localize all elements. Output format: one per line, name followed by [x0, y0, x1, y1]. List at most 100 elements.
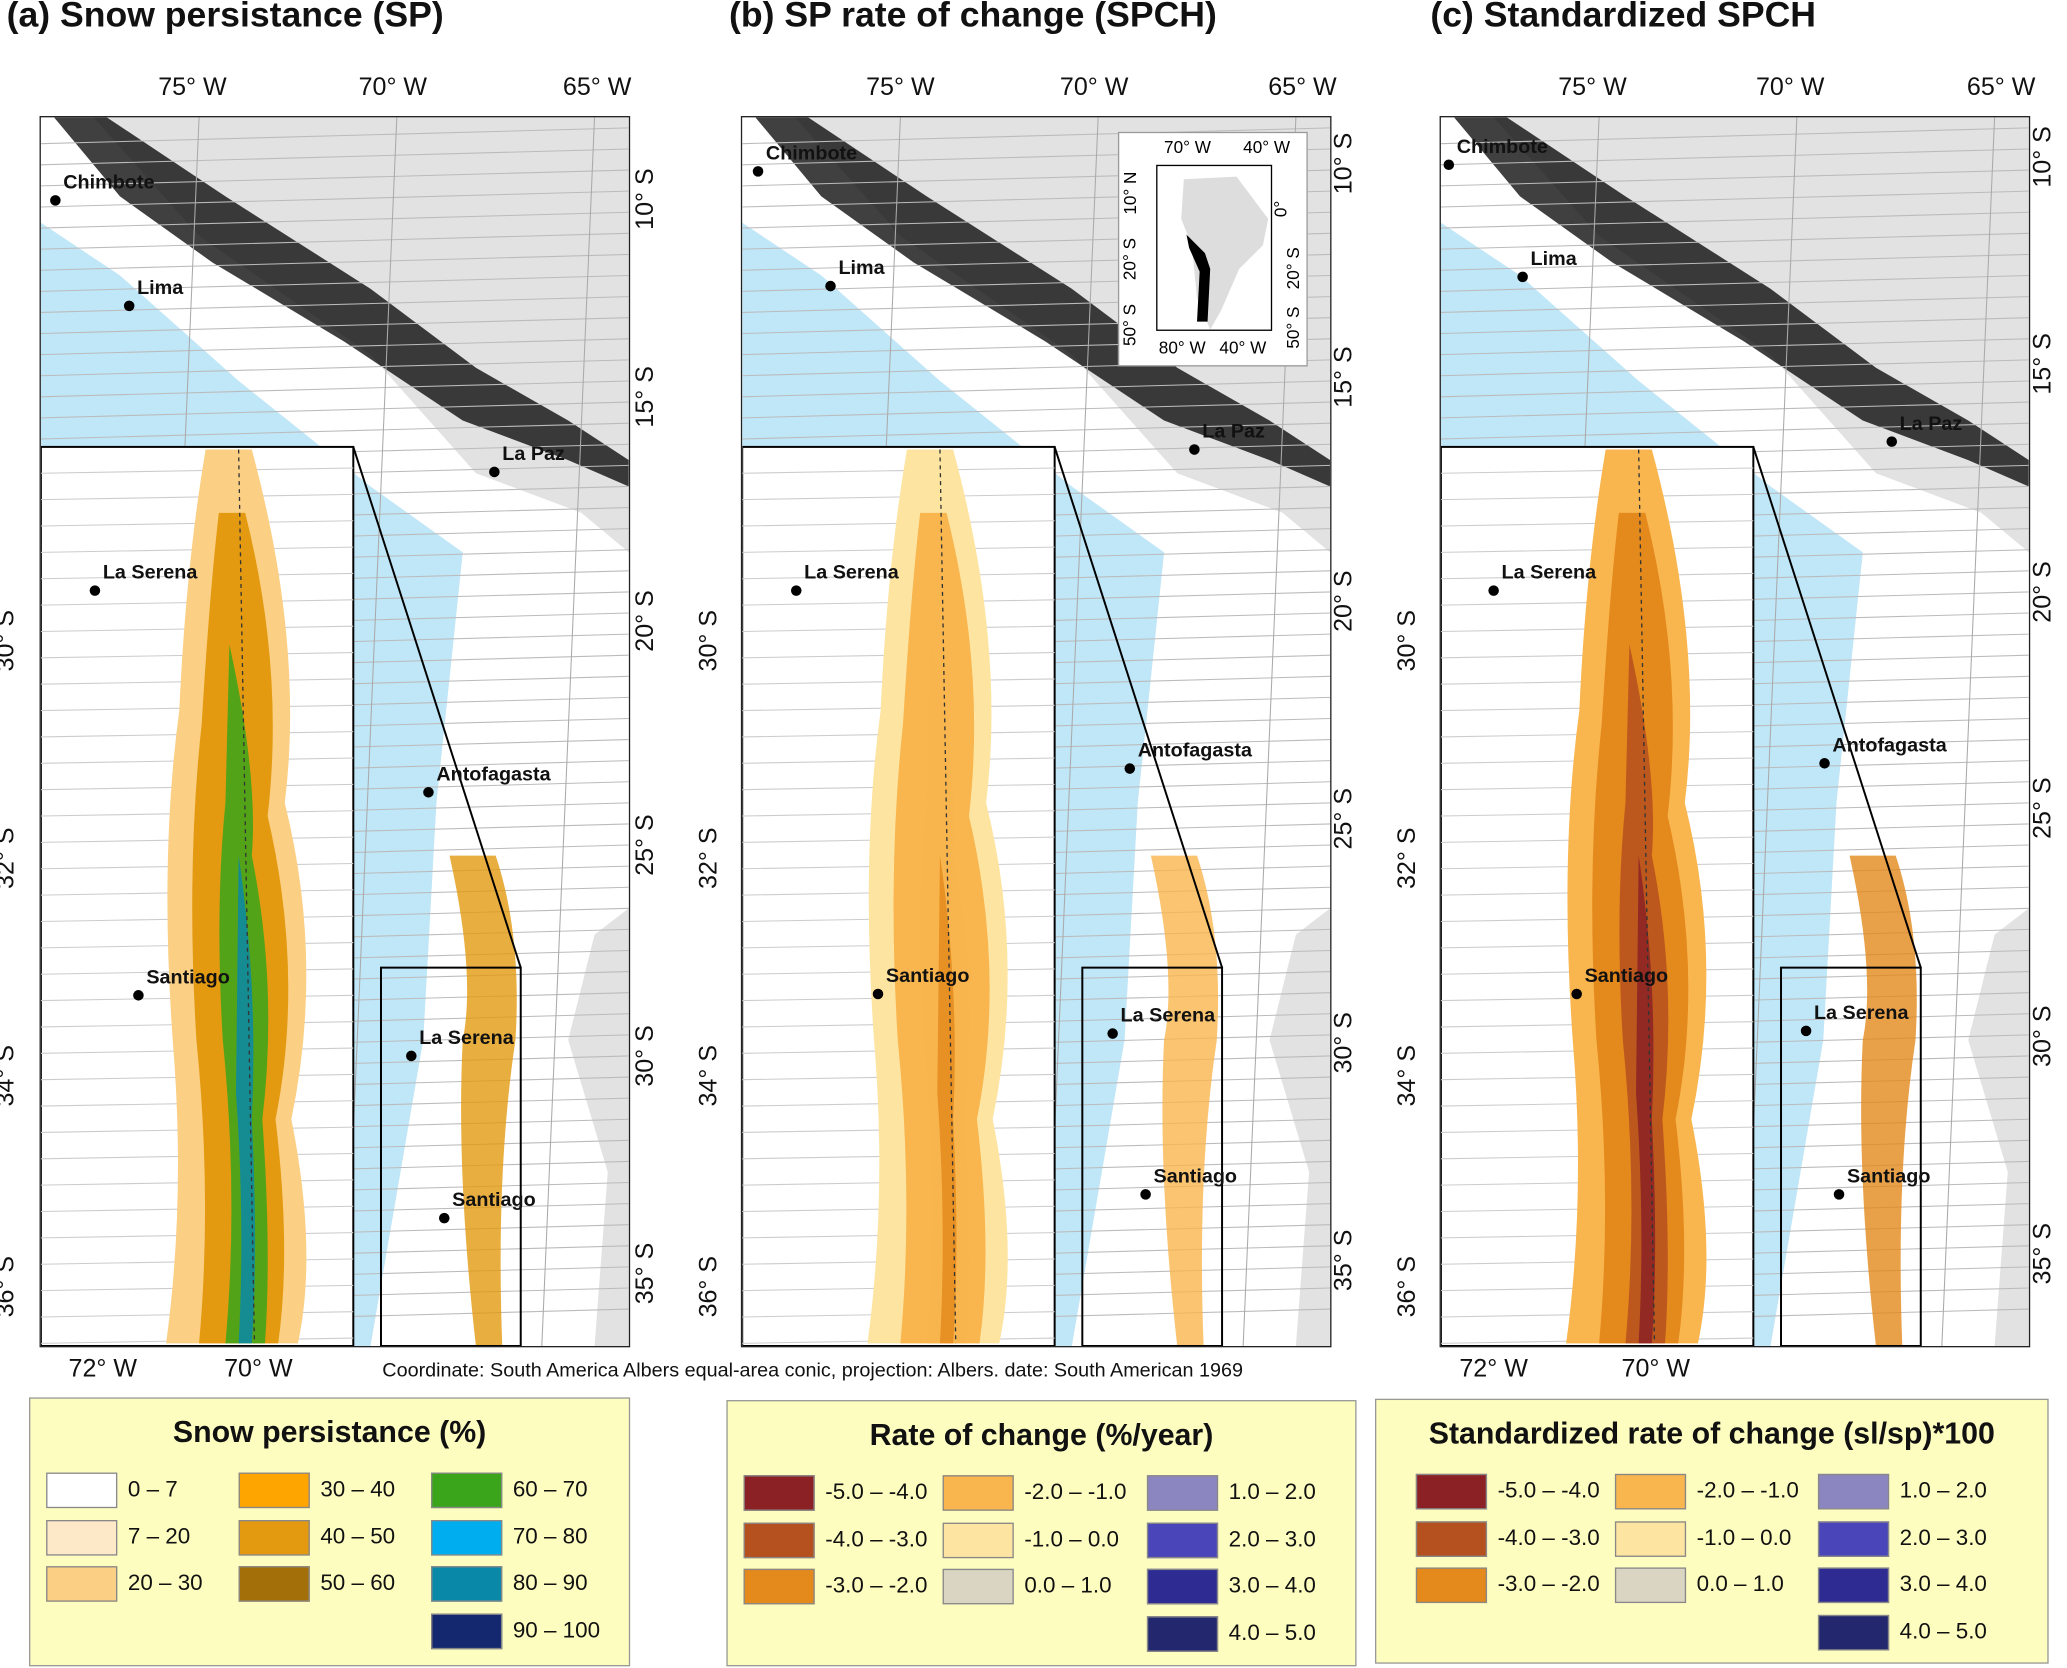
latitude-label: 25° S [2029, 777, 2058, 839]
legend-label: 2.0 – 3.0 [1228, 1525, 1316, 1551]
legend-swatch [431, 1519, 503, 1555]
city-marker [438, 1212, 450, 1224]
graticule-line [1440, 338, 2029, 356]
latitude-label: 10° S [631, 168, 660, 230]
longitude-label: 70° W [1059, 73, 1129, 102]
graticule-line [742, 422, 1331, 440]
graticule-line [1440, 211, 2029, 229]
legend-label: 2.0 – 3.0 [1899, 1524, 1987, 1550]
city-label: Santiago [1153, 1165, 1238, 1188]
city-label: Lima [137, 276, 184, 300]
inset-city-marker [1488, 585, 1499, 596]
graticule-line [40, 422, 629, 440]
city-marker [1443, 159, 1455, 171]
city-label: La Serena [1813, 1001, 1909, 1025]
map-frame [39, 116, 631, 1348]
legend-title: Rate of change (%/year) [869, 1417, 1214, 1452]
city-marker [752, 166, 764, 177]
legend-swatch [46, 1472, 118, 1509]
inset-longitude-label: 70° W [1621, 1355, 1690, 1383]
legend-swatch [1146, 1475, 1219, 1511]
latitude-label: 10° S [1330, 132, 1359, 195]
graticule-line [742, 127, 1331, 145]
meridian-line [541, 117, 596, 1346]
legend-label: 0.0 – 1.0 [1696, 1571, 1784, 1597]
legend-label: -4.0 – -3.0 [825, 1525, 928, 1551]
legend-swatch [743, 1475, 815, 1511]
legend-label: 80 – 90 [512, 1570, 588, 1596]
map-frame [1439, 116, 2031, 1348]
legend-swatch [1817, 1520, 1890, 1557]
legend-label: 90 – 100 [512, 1616, 601, 1642]
city-label: Santiago [1846, 1165, 1931, 1188]
legend-label: -4.0 – -3.0 [1497, 1524, 1600, 1550]
inset-latitude-label: 30° S [695, 609, 723, 672]
legend-swatch [743, 1521, 815, 1558]
longitude-label: 70° W [1755, 73, 1825, 102]
snow-band [1150, 855, 1219, 1346]
latitude-label: 15° S [2029, 333, 2058, 395]
legend-swatch [1614, 1473, 1687, 1510]
graticule-line [1440, 169, 2029, 187]
inset-city-label: La Serena [1501, 561, 1597, 585]
legend-swatch [1415, 1473, 1488, 1510]
south-america-outline [1181, 176, 1269, 330]
zoom-connector [1752, 446, 1922, 968]
legend-swatch [1614, 1567, 1687, 1604]
city-marker [1819, 758, 1830, 769]
graticule-line [40, 190, 629, 208]
legend-title: Standardized rate of change (sl/sp)*100 [1428, 1415, 1995, 1451]
longitude-label: 65° W [1966, 73, 2036, 102]
legend-swatch [942, 1475, 1014, 1511]
inset-city-label: Santiago [885, 964, 970, 988]
legend-swatch [1614, 1520, 1687, 1557]
legend-label: 70 – 80 [512, 1523, 588, 1549]
inset-city-label: La Serena [102, 561, 198, 585]
inset-latitude-label: 32° S [1393, 827, 1422, 889]
graticule-line [40, 232, 629, 250]
legend-swatch [942, 1568, 1014, 1605]
longitude-label: 75° W [1558, 73, 1627, 102]
legend-label: -1.0 – 0.0 [1696, 1524, 1792, 1550]
legend-label: -2.0 – -1.0 [1024, 1479, 1127, 1505]
city-marker [123, 300, 135, 312]
city-marker [423, 787, 434, 798]
graticule-line [1440, 274, 2029, 292]
longitude-label: 65° W [1268, 73, 1337, 102]
city-marker [1800, 1025, 1812, 1037]
latitude-label: 35° S [1330, 1229, 1359, 1292]
snow-band [1849, 855, 1917, 1346]
city-label: La Paz [1899, 412, 1963, 436]
locator-longitude-label: 80° W [1158, 337, 1206, 358]
graticule-line [40, 148, 629, 166]
legend-swatch [1817, 1614, 1890, 1650]
city-marker [1833, 1189, 1845, 1200]
city-marker [1140, 1189, 1151, 1200]
coordinate-note: Coordinate: South America Albers equal-a… [382, 1359, 1244, 1382]
city-marker [1886, 436, 1898, 447]
city-label: Santiago [452, 1189, 536, 1212]
graticule-line [742, 380, 1331, 398]
city-label: Lima [838, 257, 885, 280]
legend-swatch [1817, 1473, 1890, 1510]
graticule-line [40, 359, 629, 377]
inset-latitude-label: 32° S [0, 827, 21, 889]
legend-title: Snow persistance (%) [172, 1414, 487, 1449]
legend-label: -5.0 – -4.0 [825, 1479, 928, 1505]
inset-graticule [1440, 467, 1754, 474]
inset-latitude-label: 34° S [695, 1044, 723, 1107]
legend-label: -5.0 – -4.0 [1497, 1477, 1600, 1503]
latitude-label: 30° S [631, 1025, 660, 1087]
inset-city-label: La Serena [804, 561, 899, 585]
latitude-label: 20° S [631, 590, 660, 652]
inset-city-marker [1571, 988, 1582, 1000]
city-label: La Serena [419, 1026, 514, 1050]
legend-label: -3.0 – -2.0 [825, 1572, 928, 1598]
legend-swatch [1146, 1568, 1219, 1605]
inset-graticule [40, 493, 354, 501]
inset-longitude-label: 72° W [1459, 1355, 1528, 1383]
inset-latitude-label: 34° S [0, 1045, 21, 1107]
legend-label: 0 – 7 [127, 1476, 178, 1502]
legend-swatch [46, 1566, 118, 1602]
